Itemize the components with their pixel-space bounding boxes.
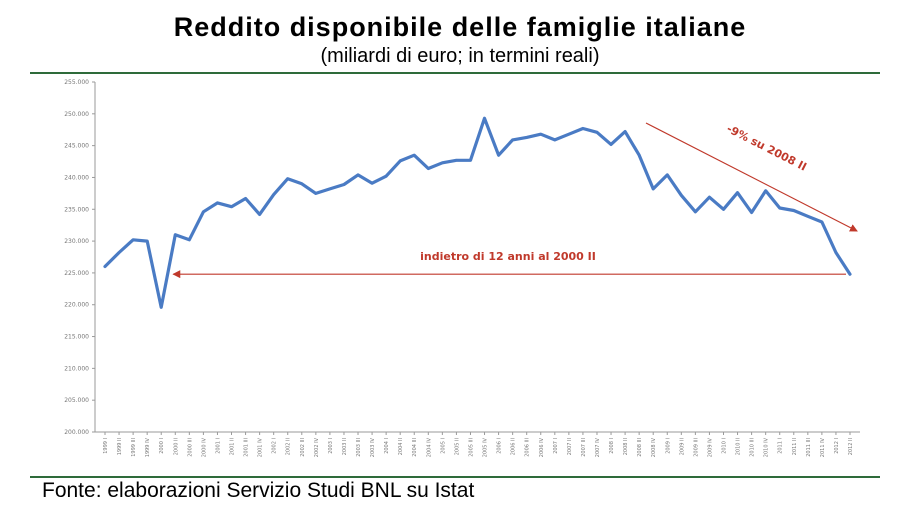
x-tick-label: 2000 II: [173, 438, 179, 455]
x-tick-label: 2006 II: [511, 438, 517, 455]
x-tick-label: 2006 I: [497, 438, 503, 454]
x-tick-label: 2007 I: [553, 438, 559, 454]
x-tick-label: 2000 I: [159, 438, 165, 454]
x-tick-label: 1999 III: [131, 438, 137, 457]
y-tick-label: 205.000: [64, 397, 89, 404]
x-tick-label: 2008 II: [623, 438, 629, 455]
series-group: [103, 116, 852, 309]
x-tick-label: 2003 I: [328, 438, 334, 454]
x-tick-label: 2004 IV: [426, 437, 432, 457]
x-tick-label: 2012 II: [848, 438, 854, 455]
x-tick-label: 2008 III: [637, 438, 643, 457]
y-tick-label: 215.000: [64, 334, 89, 341]
y-axis: 200.000 205.000 210.000 215.000 220.000 225.0…: [64, 79, 96, 436]
y-tick-label: 245.000: [64, 143, 89, 150]
y-tick-label: 240.000: [64, 174, 89, 181]
annotation-label-back12: indietro di 12 anni al 2000 II: [420, 250, 596, 263]
x-tick-label: 2011 II: [792, 438, 798, 455]
y-tick-label: 220.000: [64, 302, 89, 309]
x-tick-label: 2010 III: [750, 438, 756, 457]
x-tick-label: 2006 IV: [539, 437, 545, 457]
x-tick-label: 2007 IV: [595, 437, 601, 457]
x-tick-label: 2011 IV: [820, 437, 826, 457]
x-tick-label: 2011 III: [806, 438, 812, 457]
x-tick-label: 2008 IV: [651, 437, 657, 457]
chart-title: Reddito disponibile delle famiglie itali…: [173, 12, 747, 42]
x-tick-label: 2001 IV: [258, 437, 264, 457]
y-tick-label: 250.000: [64, 111, 89, 118]
bottom-divider: [30, 476, 880, 478]
x-tick-label: 1999 I: [103, 438, 109, 454]
x-tick-label: 2001 III: [244, 438, 250, 457]
x-tick-label: 2006 III: [525, 438, 531, 457]
series-line: [103, 116, 852, 309]
x-tick-label: 2007 III: [581, 438, 587, 457]
y-tick-label: 210.000: [64, 365, 89, 372]
x-tick-label: 2002 I: [272, 438, 278, 454]
x-tick-label: 2011 I: [778, 438, 784, 454]
x-tick-label: 2005 IV: [483, 437, 489, 457]
x-tick-label: 2007 II: [567, 438, 573, 455]
x-tick-label: 2010 II: [736, 438, 742, 455]
annotations: indietro di 12 anni al 2000 II -9% su 200…: [172, 122, 858, 279]
y-tick-label: 225.000: [64, 270, 89, 277]
x-tick-label: 1999 II: [117, 438, 123, 455]
x-axis: 1999 I 1999 II 1999 III 1999 IV 2000 I 2000 I…: [95, 431, 860, 457]
x-tick-label: 2003 II: [342, 438, 348, 455]
x-tick-label: 2004 I: [384, 438, 390, 454]
top-divider: [30, 72, 880, 74]
x-tick-label: 2009 II: [679, 438, 685, 455]
x-tick-label: 2000 III: [187, 438, 193, 457]
x-tick-label: 2009 IV: [707, 437, 713, 457]
x-tick-label: 2009 I: [665, 438, 671, 454]
x-tick-label: 2000 IV: [201, 437, 207, 457]
x-tick-label: 2012 I: [834, 438, 840, 454]
x-tick-label: 2002 IV: [314, 437, 320, 457]
x-tick-label: 2001 II: [230, 438, 236, 455]
y-tick-label: 235.000: [64, 206, 89, 213]
y-tick-label: 230.000: [64, 238, 89, 245]
x-tick-label: 2010 I: [721, 438, 727, 454]
x-tick-label: 2004 III: [412, 438, 418, 457]
annotation-label-decline: -9% su 2008 II: [724, 122, 808, 173]
chart-subtitle: (miliardi di euro; in termini reali): [320, 45, 600, 67]
x-tick-label: 2009 III: [693, 438, 699, 457]
x-tick-label: 2003 IV: [370, 437, 376, 457]
x-tick-label: 2005 I: [440, 438, 446, 454]
x-tick-label: 2003 III: [356, 438, 362, 457]
x-tick-label: 2008 I: [609, 438, 615, 454]
y-tick-label: 255.000: [64, 79, 89, 86]
x-tick-label: 2004 II: [398, 438, 404, 455]
x-tick-label: 2010 IV: [764, 437, 770, 457]
x-tick-label: 2002 II: [286, 438, 292, 455]
x-tick-label: 2005 III: [468, 438, 474, 457]
source-note: Fonte: elaborazioni Servizio Studi BNL s…: [42, 479, 475, 502]
y-tick-label: 200.000: [64, 429, 89, 436]
x-tick-label: 2005 II: [454, 438, 460, 455]
diagonal-arrow: [645, 122, 858, 232]
x-tick-label: 2001 I: [215, 438, 221, 454]
x-tick-label: 2002 III: [300, 438, 306, 457]
x-tick-label: 1999 IV: [145, 437, 151, 457]
